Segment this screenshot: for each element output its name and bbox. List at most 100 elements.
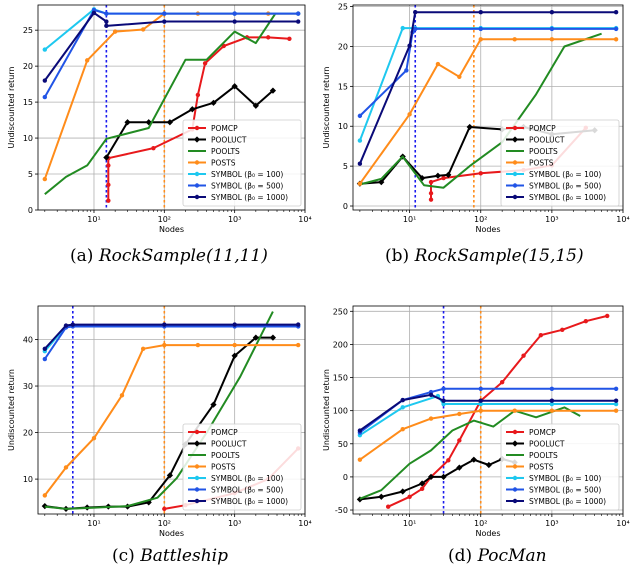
data-point — [478, 9, 483, 15]
x-axis-label: Nodes — [475, 225, 500, 234]
legend-label: SYMBOL (β₀ = 500) — [211, 486, 283, 495]
data-point — [435, 61, 441, 67]
x-tick-label: 10³ — [228, 215, 241, 224]
data-point — [441, 386, 446, 392]
y-tick-label: 5 — [28, 170, 33, 179]
legend-label: SYMBOL (β₀ = 500) — [211, 182, 283, 191]
data-point — [63, 465, 69, 470]
legend-label: POOLTS — [211, 147, 240, 156]
data-point — [385, 504, 391, 509]
y-tick-label: 150 — [333, 374, 348, 383]
axes-frame — [352, 305, 624, 515]
data-point — [583, 319, 589, 324]
legend-marker — [194, 429, 200, 435]
data-point — [124, 119, 131, 126]
y-tick-label: 50 — [338, 440, 348, 449]
chart-panel-c: 10 20 30 40 10¹ 10² 10³ 10⁴ Nodes Undiscounted re… — [7, 305, 312, 538]
data-point — [485, 461, 492, 469]
legend-marker — [194, 160, 200, 165]
data-point — [151, 145, 156, 151]
legend-label: SYMBOL (β₀ = 100) — [211, 474, 283, 483]
chart-panel-a: 0 5 10 15 20 25 10¹ 10² 10³ 10⁴ Nodes Undiscounted … — [7, 4, 312, 234]
legend-marker — [512, 429, 518, 435]
x-tick-label: 10¹ — [87, 215, 100, 224]
data-point — [521, 353, 526, 358]
data-point — [91, 435, 97, 441]
data-point — [605, 313, 610, 319]
data-point — [232, 19, 237, 24]
data-point — [407, 43, 412, 48]
data-point — [232, 342, 237, 348]
legend-marker — [512, 498, 518, 504]
data-point — [549, 401, 555, 407]
y-tick-label: 10 — [338, 122, 348, 131]
legend: POMCP POOLUCT POOLTS POSTS SYMBOL (β₀ = 100)… — [500, 423, 620, 511]
data-point — [400, 397, 405, 403]
data-point — [428, 416, 434, 421]
data-point — [428, 392, 434, 397]
x-tick-label: 10² — [474, 519, 487, 528]
data-point — [549, 408, 555, 413]
series-line-3 — [359, 409, 617, 461]
data-point — [287, 36, 292, 42]
x-tick-label: 10³ — [228, 519, 241, 528]
y-tick-label: 0 — [343, 202, 348, 211]
y-axis-label: Undiscounted return — [7, 67, 16, 149]
x-tick-label: 10² — [158, 519, 171, 528]
data-point — [357, 113, 363, 119]
data-point — [413, 9, 418, 15]
legend-label: POSTS — [529, 159, 554, 168]
legend-marker — [512, 183, 518, 188]
data-point — [42, 94, 48, 100]
data-point — [428, 197, 434, 202]
data-point — [419, 480, 426, 487]
legend-label: SYMBOL (β₀ = 500) — [529, 486, 601, 495]
data-point — [104, 11, 109, 16]
legend-label: POSTS — [211, 463, 236, 472]
data-point — [512, 408, 517, 413]
data-point — [400, 405, 405, 410]
data-point — [91, 10, 97, 16]
y-tick-label: 10 — [23, 475, 33, 484]
data-point — [104, 23, 109, 29]
data-point — [162, 322, 167, 327]
data-point — [613, 9, 619, 15]
data-point — [613, 398, 619, 403]
data-point — [42, 356, 48, 362]
data-point — [549, 386, 555, 392]
x-axis-label: Nodes — [475, 529, 500, 538]
legend-label: POMCP — [529, 428, 556, 437]
data-point — [419, 486, 425, 492]
data-point — [613, 26, 619, 32]
data-point — [104, 19, 109, 24]
series-line-2 — [44, 13, 277, 195]
legend-label: SYMBOL (β₀ = 100) — [529, 170, 601, 179]
data-point — [478, 37, 483, 42]
legend-label: POMCP — [211, 428, 238, 437]
data-point — [441, 398, 446, 403]
legend-marker — [193, 136, 201, 143]
legend-label: POOLTS — [529, 451, 558, 460]
data-point — [112, 29, 118, 34]
y-tick-label: 15 — [338, 82, 348, 91]
x-tick-label: 10¹ — [403, 215, 416, 224]
data-point — [478, 26, 483, 32]
legend-marker — [512, 194, 518, 200]
legend: POMCP POOLUCT POOLTS POSTS SYMBOL (β₀ = 100)… — [500, 119, 620, 207]
data-point — [478, 398, 483, 403]
data-point — [140, 346, 146, 352]
legend-label: POMCP — [529, 124, 556, 133]
y-tick-label: 10 — [23, 134, 33, 143]
y-tick-label: 200 — [333, 340, 348, 349]
y-tick-label: 0 — [28, 206, 33, 215]
data-point — [140, 27, 146, 32]
series-line-2 — [359, 406, 581, 500]
data-point — [166, 119, 174, 126]
data-point — [162, 11, 167, 16]
data-point — [470, 456, 477, 463]
data-point — [613, 386, 619, 392]
y-tick-label: 20 — [338, 42, 348, 51]
legend-marker — [194, 475, 200, 481]
data-point — [457, 411, 462, 417]
legend-label: POMCP — [211, 124, 238, 133]
